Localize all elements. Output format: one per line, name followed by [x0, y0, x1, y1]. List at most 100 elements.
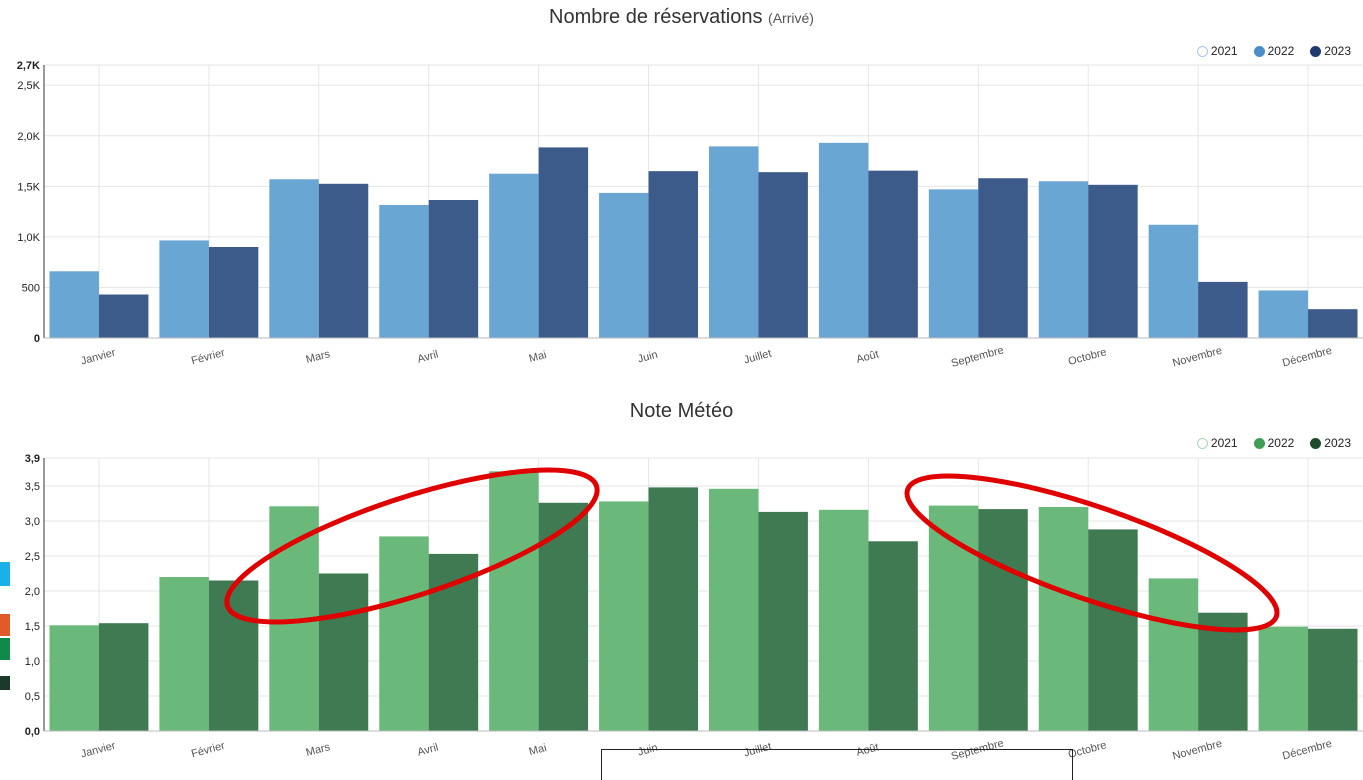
side-swatch-orange [0, 614, 10, 636]
bar-2023 [428, 553, 479, 731]
x-tick-label: Février [190, 740, 226, 761]
bar-2023 [318, 573, 369, 731]
bar-2022 [379, 536, 429, 731]
y-tick-label: 500 [22, 282, 40, 294]
legend-label-2023: 2023 [1324, 436, 1351, 450]
side-swatch-dark [0, 676, 10, 690]
bar-2023 [428, 199, 479, 338]
meteo-chart: Note Météo 2021 2022 2023 Janvier Février… [0, 392, 1363, 765]
bar-2022 [818, 509, 869, 731]
legend-dot-2023-icon [1310, 45, 1322, 57]
x-tick-label: Mai [528, 742, 548, 758]
side-swatch-green [0, 638, 10, 660]
bar-2023 [98, 623, 149, 731]
bar-2023 [208, 580, 259, 731]
x-tick-label: Novembre [1171, 345, 1223, 370]
bar-2022 [599, 501, 649, 731]
legend-dot-2021-icon [1196, 437, 1208, 449]
legend-dot-2022-icon [1253, 45, 1265, 57]
bar-2023 [978, 178, 1028, 338]
bar-2023 [868, 541, 918, 731]
x-tick-label: Mai [528, 349, 548, 365]
annotation-ellipse [224, 467, 600, 625]
legend-dot-2023-icon [1310, 437, 1322, 449]
x-tick-label: Octobre [1067, 346, 1108, 368]
bar-2023 [98, 294, 149, 338]
bar-2023 [648, 171, 699, 338]
bar-2023 [1088, 184, 1138, 338]
bar-2022 [1038, 181, 1089, 338]
bar-2022 [1258, 626, 1309, 731]
bar-2022 [489, 173, 539, 338]
legend-item-2022[interactable]: 2022 [1253, 44, 1294, 58]
bar-2022 [159, 577, 209, 731]
reservations-chart: Nombre de réservations (Arrivé) 2021 202… [0, 0, 1363, 385]
bar-2022 [159, 240, 209, 338]
bar-2022 [1148, 224, 1199, 338]
y-tick-label: 1,0 [25, 656, 40, 668]
bar-2022 [49, 271, 99, 338]
reservations-plot: Janvier Février Mars Avril Mai Juin Juillet Aoû… [17, 60, 1363, 370]
bar-2023 [208, 247, 259, 338]
legend-item-2023[interactable]: 2023 [1310, 436, 1351, 450]
bar-2023 [538, 147, 589, 338]
legend-item-2022[interactable]: 2022 [1253, 436, 1295, 450]
x-tick-label: Février [190, 347, 226, 368]
bar-2022 [818, 142, 869, 338]
y-tick-label: 3,5 [25, 481, 40, 493]
x-tick-label: Août [855, 741, 880, 758]
x-tick-label: Juillet [743, 348, 773, 367]
meteo-title-text: Note Météo [629, 400, 734, 422]
x-tick-label: Juin [636, 742, 659, 759]
y-tick-label: 1,0K [17, 232, 40, 244]
legend-label-2023: 2023 [1324, 44, 1351, 58]
legend-label-2022: 2022 [1267, 436, 1295, 450]
y-tick-label: 2,5K [17, 80, 40, 92]
meteo-legend: 2021 2022 2023 [1196, 436, 1351, 450]
bar-2022 [269, 179, 319, 338]
bar-2022 [1148, 578, 1199, 731]
x-tick-label: Janvier [79, 347, 117, 368]
x-tick-label: Mars [305, 348, 332, 366]
y-tick-label: 2,0 [25, 586, 40, 598]
y-tick-label: 0,5 [25, 691, 40, 703]
y-tick-label: 0 [34, 333, 40, 345]
bar-2023 [868, 170, 918, 338]
legend-item-2021[interactable]: 2021 [1196, 436, 1238, 450]
bar-2023 [758, 172, 808, 338]
bar-2022 [489, 471, 539, 731]
x-tick-label: Décembre [1281, 345, 1333, 370]
x-tick-label: Avril [416, 349, 440, 366]
x-tick-label: Septembre [950, 344, 1005, 370]
legend-item-2023[interactable]: 2023 [1310, 44, 1351, 58]
legend-item-2021[interactable]: 2021 [1196, 44, 1238, 58]
legend-label-2021: 2021 [1210, 436, 1238, 450]
y-tick-label: 0,0 [25, 726, 40, 738]
bar-2023 [538, 502, 589, 731]
legend-label-2021: 2021 [1210, 44, 1238, 58]
y-tick-label: 3,9 [25, 453, 40, 465]
bar-2022 [708, 488, 759, 731]
y-tick-label: 2,0K [17, 131, 40, 143]
y-tick-label: 1,5K [17, 181, 40, 193]
bar-2022 [928, 189, 979, 338]
bar-2022 [379, 205, 429, 338]
x-tick-label: Mars [305, 741, 332, 759]
legend-dot-2021-icon [1196, 45, 1208, 57]
reservations-subtitle: (Arrivé) [768, 10, 814, 26]
x-tick-label: Décembre [1281, 738, 1333, 763]
y-tick-label: 2,5 [25, 551, 40, 563]
bar-2023 [648, 487, 699, 731]
x-tick-label: Janvier [79, 740, 117, 761]
bar-2022 [1258, 290, 1309, 338]
y-tick-label: 1,5 [25, 621, 40, 633]
meteo-chart-title: Note Météo [0, 400, 1363, 423]
reservations-legend: 2021 2022 2023 [1196, 44, 1351, 58]
bar-2023 [1198, 281, 1248, 338]
x-tick-label: Juin [636, 349, 659, 366]
x-tick-label: Octobre [1067, 739, 1108, 761]
bar-2023 [978, 509, 1028, 731]
y-tick-label: 2,7K [17, 60, 40, 72]
bar-2022 [599, 192, 649, 338]
bar-2023 [1308, 628, 1358, 731]
